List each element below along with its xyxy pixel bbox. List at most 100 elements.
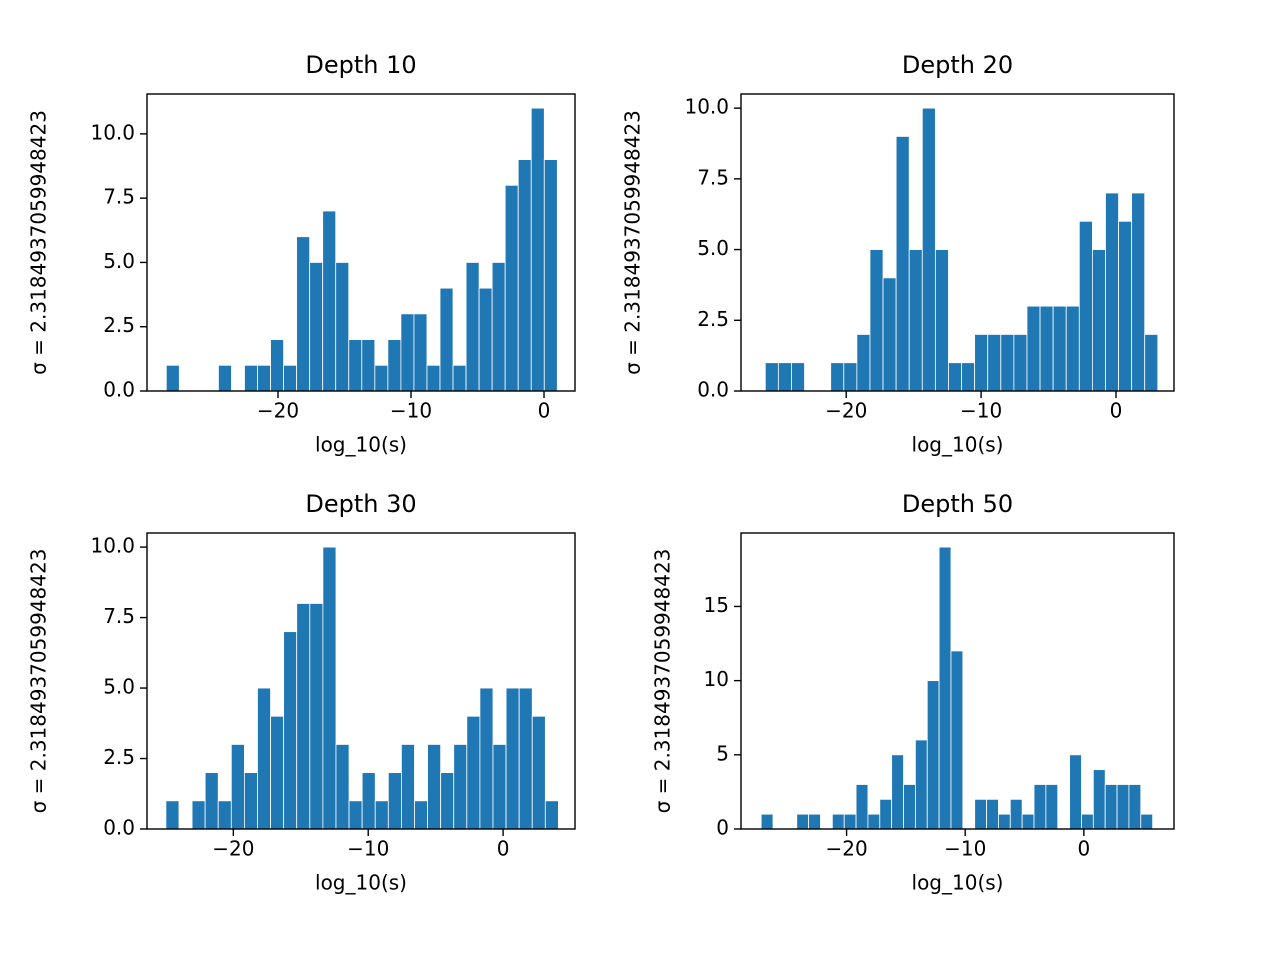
bar [998,813,1011,830]
y-tick-label: 5.0 [103,249,135,273]
bar [361,339,376,392]
x-axis-label: log_10(s) [912,433,1004,457]
bar [439,287,454,392]
bar [518,687,533,830]
x-tick-label: −20 [212,837,254,861]
subplot: −20 −10 0 0.0 2.5 5.0 7.5 10.0 Depth 10 log_10(s)… [27,51,576,457]
bar [374,800,389,830]
bar [987,334,1002,392]
bar [948,362,962,392]
bar [903,784,916,830]
bar [440,772,455,830]
y-tick-label: 10.0 [90,120,135,144]
bar [335,262,350,392]
bar [400,744,415,830]
bar [855,784,869,830]
subplot: −20 −10 0 0.0 2.5 5.0 7.5 10.0 Depth 30 log_10(s)… [27,490,576,895]
bar [1000,334,1015,392]
bar [218,364,232,392]
y-tick-label: 0.0 [103,816,135,840]
bar [879,798,893,830]
bar [1131,192,1146,392]
bar [478,287,493,392]
bar [427,744,442,830]
bar [466,715,481,830]
bar [1092,769,1106,830]
bar [270,339,284,392]
x-tick-label: 0 [538,399,551,423]
bar [452,364,467,392]
bar [335,744,350,830]
bar [243,772,258,830]
bar [831,813,845,830]
bar [1033,784,1047,830]
bar [1009,798,1023,830]
bar [1039,305,1054,392]
bar [895,136,910,392]
bar [1045,784,1059,830]
x-tick-label: −20 [825,837,867,861]
y-tick-label: 10.0 [684,95,729,119]
bar [400,313,415,392]
bar [921,107,936,392]
bar [914,739,928,830]
y-tick-label: 7.5 [103,604,135,628]
bar [1128,784,1142,830]
bar [986,798,999,830]
y-tick-label: 5.0 [103,675,135,699]
y-axis-label: σ = 2.3184937059948423 [27,110,51,375]
bar [764,362,779,392]
bar [1105,192,1119,392]
bar [777,362,792,392]
bar [938,546,952,830]
bar [374,364,389,392]
bar [413,313,428,392]
bar [296,603,311,830]
y-tick-label: 5.0 [697,236,729,260]
bar [843,813,857,830]
x-tick-label: −10 [347,837,389,861]
y-tick-label: 7.5 [103,185,135,209]
bar [283,631,298,830]
bar [544,800,559,830]
bar [869,249,884,392]
x-tick-label: −10 [960,399,1002,423]
bar [1140,813,1154,830]
bar [517,159,532,392]
y-axis-label: σ = 2.3184937059948423 [621,110,645,375]
bar [1078,220,1093,392]
bar [296,236,311,392]
y-tick-label: 0 [716,816,729,840]
bar [1052,305,1067,392]
bar [926,680,940,830]
bar [1013,334,1028,392]
bar [543,159,558,392]
bar [348,339,363,392]
x-tick-label: −20 [825,399,867,423]
x-tick-label: −10 [390,399,432,423]
bar [974,334,989,392]
bar [908,249,923,392]
bar [479,687,494,830]
bar [322,546,337,830]
bar [1069,754,1082,830]
bar [492,744,507,830]
bar [1091,249,1106,392]
bar [453,744,468,830]
bar [309,262,324,392]
bar [348,800,363,830]
bar [531,715,546,830]
x-tick-label: −10 [944,837,986,861]
bar [217,800,232,830]
bar [244,364,258,392]
bar [257,364,271,392]
y-axis-label: σ = 2.3184937059948423 [27,549,51,814]
bar [760,813,774,830]
bar [387,772,402,830]
y-tick-label: 0.0 [697,378,729,402]
bar [191,800,206,830]
bar [387,339,402,392]
bar [505,687,520,830]
subplot-title: Depth 10 [305,51,416,79]
axes-frame [740,93,1175,392]
